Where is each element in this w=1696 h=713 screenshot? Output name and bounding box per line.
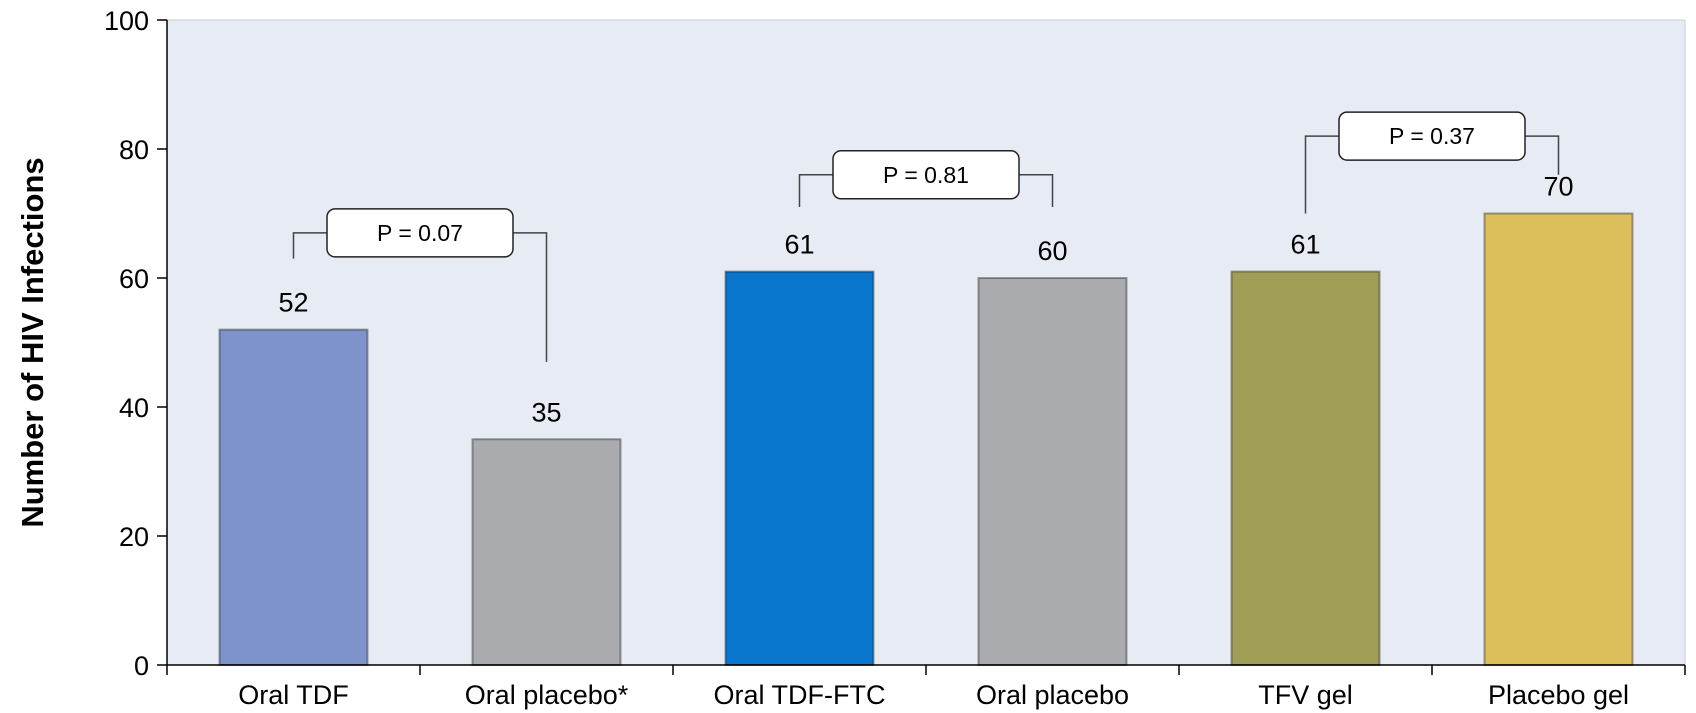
plot-frame xyxy=(167,19,1686,665)
p-value-bracket: P = 0.07 xyxy=(292,208,548,362)
bar-group: 35 xyxy=(471,397,622,666)
bar-group: 52 xyxy=(218,288,369,666)
bar xyxy=(724,270,875,666)
p-value-bracket: P = 0.37 xyxy=(1304,111,1560,214)
bar xyxy=(977,277,1128,666)
bar xyxy=(218,328,369,666)
y-tick-label: 20 xyxy=(119,522,149,552)
p-value-box xyxy=(326,208,514,258)
y-tick-label: 100 xyxy=(104,6,149,36)
bars: 52 35 61 60 61 70 xyxy=(218,172,1634,666)
y-tick-label: 80 xyxy=(119,135,149,165)
bar xyxy=(1483,212,1634,666)
x-tick-label: Oral TDF-FTC xyxy=(714,680,886,710)
p-value-label: P = 0.81 xyxy=(883,162,969,188)
p-value-bracket: P = 0.81 xyxy=(798,150,1054,208)
data-label: 70 xyxy=(1543,172,1573,202)
p-value-box xyxy=(1338,111,1526,161)
data-label: 35 xyxy=(531,397,561,427)
y-tick-label: 0 xyxy=(134,651,149,681)
data-label: 61 xyxy=(784,230,814,260)
x-tick-label: TFV gel xyxy=(1258,680,1353,710)
bar-group: 70 xyxy=(1483,172,1634,666)
bar xyxy=(1230,270,1381,666)
bar-group: 61 xyxy=(724,230,875,666)
y-tick-label: 40 xyxy=(119,393,149,423)
bar-group: 60 xyxy=(977,236,1128,666)
x-tick-label: Oral TDF xyxy=(238,680,349,710)
p-value-annotations: P = 0.07 P = 0.81 P = 0.37 xyxy=(292,111,1560,362)
p-value-label: P = 0.37 xyxy=(1389,123,1475,149)
bar-group: 61 xyxy=(1230,230,1381,666)
data-label: 60 xyxy=(1037,236,1067,266)
y-tick-label: 60 xyxy=(119,264,149,294)
y-axis-title: Number of HIV Infections xyxy=(15,157,50,527)
data-label: 61 xyxy=(1290,230,1320,260)
x-tick-label: Oral placebo* xyxy=(465,680,629,710)
x-tick-label: Oral placebo xyxy=(976,680,1129,710)
data-label: 52 xyxy=(278,288,308,318)
axes: 0 20 40 60 80 100 Oral TDF Oral placebo* Oral TD… xyxy=(104,6,1686,710)
bar xyxy=(471,438,622,666)
p-value-box xyxy=(832,150,1020,200)
p-value-label: P = 0.07 xyxy=(377,220,463,246)
x-tick-label: Placebo gel xyxy=(1488,680,1629,710)
